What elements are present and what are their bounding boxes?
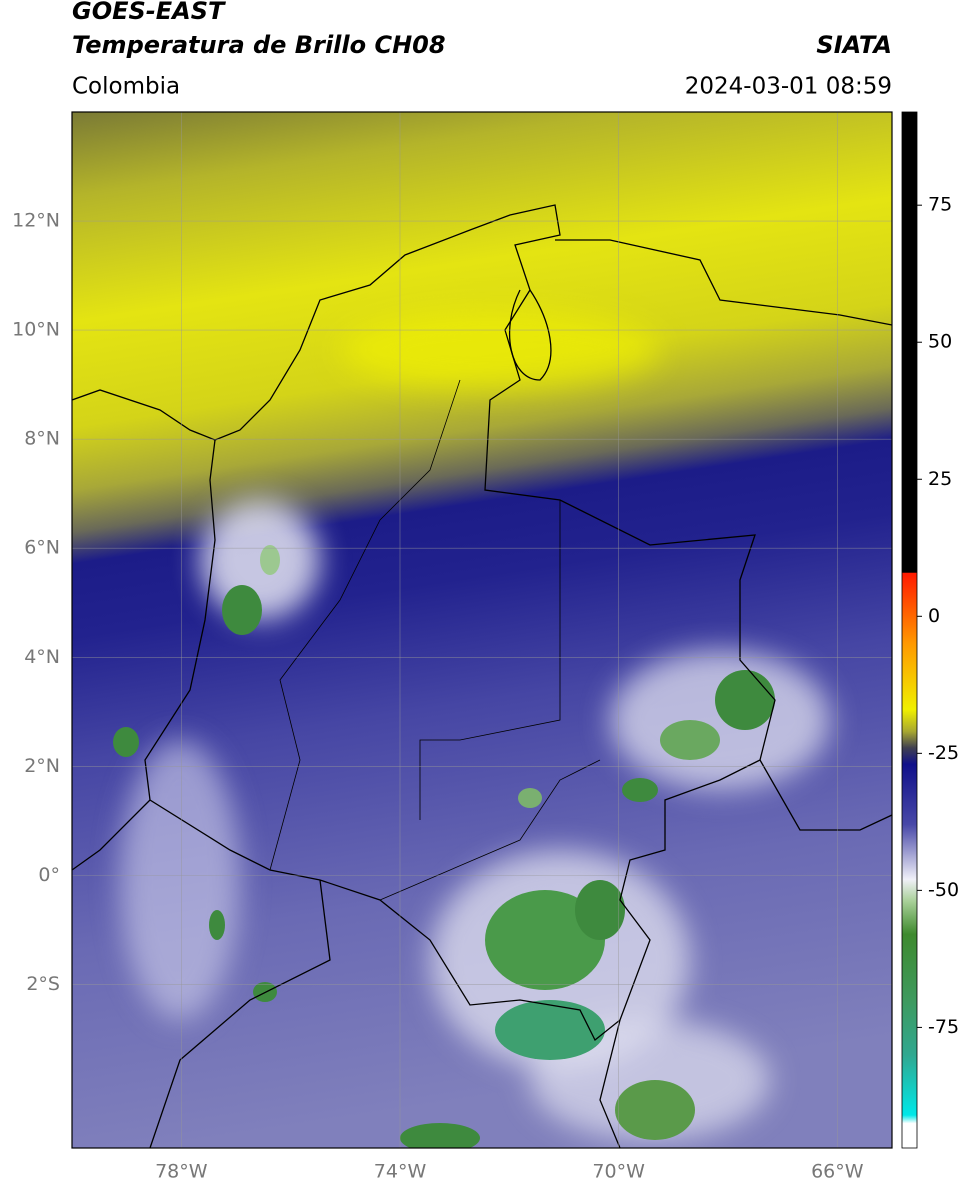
lat-label: 4°N	[24, 646, 60, 668]
cloud-tops	[120, 310, 830, 1140]
lon-label: 74°W	[374, 1161, 427, 1183]
borders	[72, 204, 892, 1148]
colorbar-label: -50	[928, 879, 959, 901]
colorbar-label: -75	[928, 1016, 959, 1038]
colorbar	[901, 111, 918, 1149]
lon-label: 70°W	[592, 1161, 645, 1183]
lon-label: 66°W	[811, 1161, 864, 1183]
lat-label: 0°	[38, 864, 60, 886]
map-frame	[71, 111, 893, 1149]
region: Colombia	[72, 74, 180, 100]
product: Temperatura de Brillo CH08	[72, 31, 446, 59]
source: SIATA	[816, 31, 892, 59]
lat-label: 8°N	[24, 428, 60, 450]
cold-cores	[113, 545, 775, 1148]
colorbar-label: 0	[928, 605, 940, 627]
lon-label: 78°W	[155, 1161, 208, 1183]
map	[72, 112, 892, 1148]
colorbar-label: -25	[928, 742, 959, 764]
lat-label: 6°N	[24, 537, 60, 559]
graticule	[72, 112, 892, 1148]
lat-label: 12°N	[12, 210, 60, 232]
lat-label: 2°S	[26, 973, 60, 995]
datetime: 2024-03-01 08:59	[685, 74, 892, 100]
satellite: GOES-EAST	[72, 0, 226, 25]
colorbar-label: 50	[928, 331, 952, 353]
colorbar-label: 25	[928, 468, 952, 490]
lat-label: 10°N	[12, 319, 60, 341]
lat-label: 2°N	[24, 755, 60, 777]
colorbar-label: 75	[928, 194, 952, 216]
